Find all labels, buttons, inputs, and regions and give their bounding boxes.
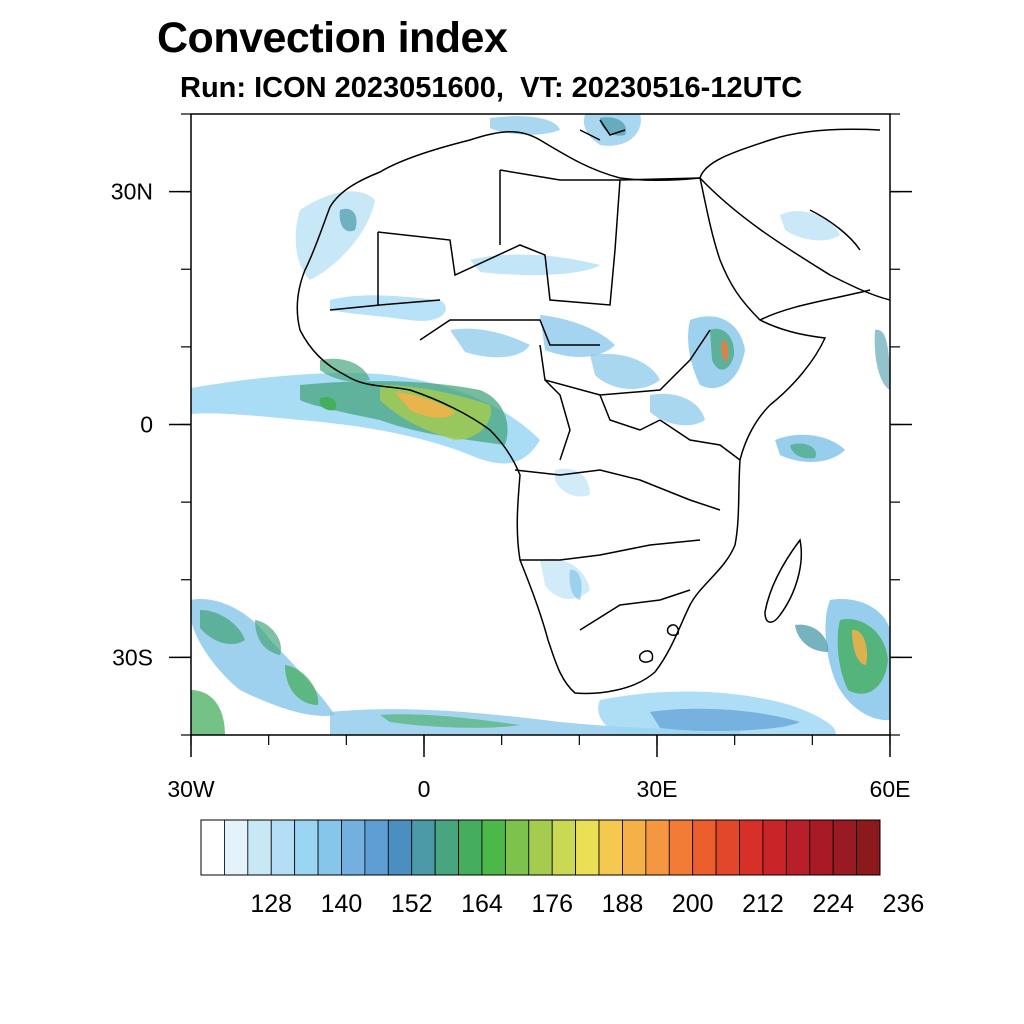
- colorbar-swatch: [504, 819, 530, 876]
- colorbar: 128 140 152 164 176 188 200 212 224 236: [200, 819, 925, 918]
- colorbar-swatch: [856, 819, 881, 876]
- colorbar-label: 140: [321, 890, 363, 918]
- colorbar-label: 236: [883, 890, 925, 918]
- colorbar-swatch: [364, 819, 389, 876]
- colorbar-label: 224: [812, 890, 854, 918]
- colorbar-swatch: [598, 819, 623, 876]
- colorbar-swatch: [411, 819, 436, 876]
- colorbar-swatch: [809, 819, 834, 876]
- colorbar-swatch: [434, 819, 459, 876]
- x-tick-label: 0: [418, 776, 431, 802]
- colorbar-label: 212: [742, 890, 784, 918]
- colorbar-swatch: [715, 819, 740, 876]
- colorbar-swatch: [645, 819, 670, 876]
- colorbar-label: 128: [250, 890, 292, 918]
- colorbar-swatch: [832, 819, 857, 876]
- colorbar-swatch: [692, 819, 717, 876]
- colorbar-swatch: [668, 819, 694, 876]
- colorbar-label: 176: [531, 890, 573, 918]
- colorbar-label: 164: [461, 890, 503, 918]
- colorbar-swatch: [481, 819, 506, 876]
- colorbar-label: 200: [672, 890, 714, 918]
- colorbar-swatch: [294, 819, 319, 876]
- chart-subtitle: Run: ICON 2023051600, VT: 20230516-12UTC: [180, 72, 803, 104]
- y-tick-label: 30N: [111, 179, 153, 205]
- y-tick-label: 0: [140, 412, 153, 438]
- map-panel: [191, 114, 890, 735]
- colorbar-swatch: [317, 819, 342, 876]
- chart-title: Convection index: [157, 14, 508, 62]
- colorbar-swatch: [575, 819, 600, 876]
- coastlines: [296, 119, 890, 695]
- colorbar-swatch: [247, 819, 272, 876]
- convection-field: [191, 114, 890, 735]
- x-tick-label: 30W: [167, 776, 215, 802]
- colorbar-swatch: [551, 819, 577, 876]
- colorbar-swatch: [785, 819, 811, 876]
- colorbar-label: 188: [602, 890, 644, 918]
- colorbar-swatch: [387, 819, 413, 876]
- colorbar-swatch: [528, 819, 553, 876]
- colorbar-swatch: [622, 819, 647, 876]
- colorbar-swatch: [224, 819, 249, 876]
- colorbar-swatch: [762, 819, 787, 876]
- colorbar-swatch: [458, 819, 483, 876]
- x-tick-label: 60E: [870, 776, 911, 802]
- colorbar-swatch: [341, 819, 366, 876]
- colorbar-swatch: [200, 819, 225, 876]
- colorbar-label: 152: [391, 890, 433, 918]
- axis-group: 30W 0 30E 60E 30N 0 30S: [111, 113, 912, 802]
- x-tick-label: 30E: [637, 776, 678, 802]
- colorbar-swatch: [270, 819, 296, 876]
- colorbar-swatch: [739, 819, 764, 876]
- y-tick-label: 30S: [112, 644, 153, 670]
- colorbar-frame: [200, 819, 881, 876]
